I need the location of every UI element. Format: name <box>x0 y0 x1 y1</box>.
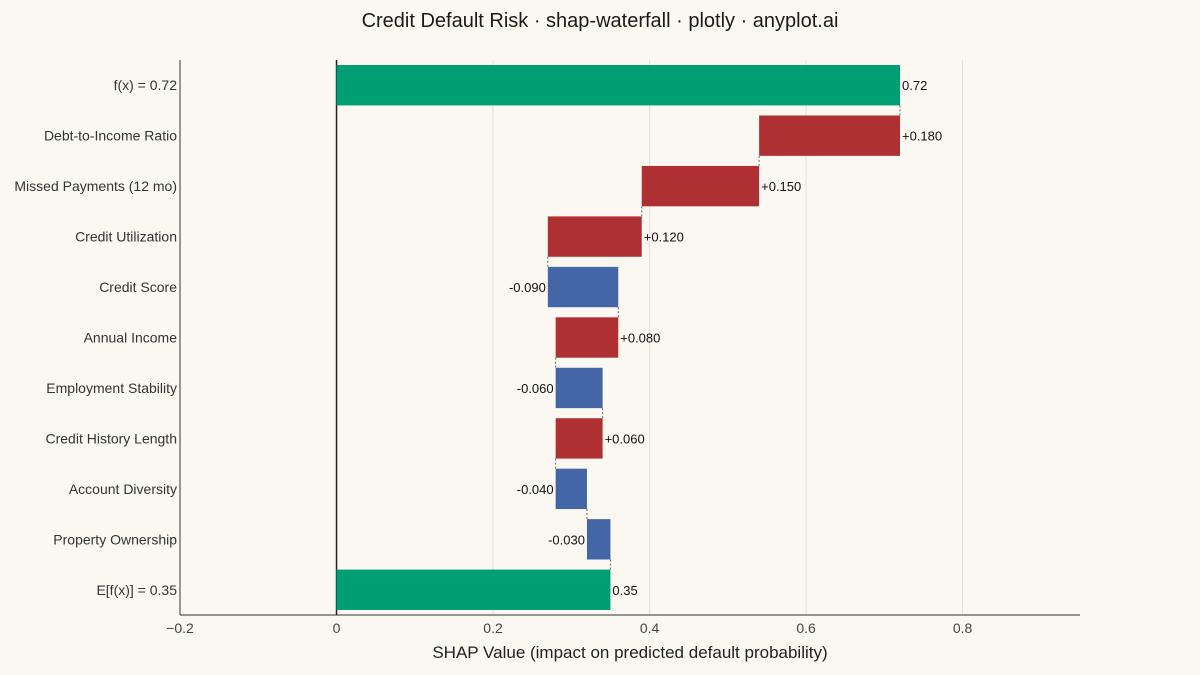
category-label: f(x) = 0.72 <box>114 77 178 93</box>
data-label: +0.180 <box>902 129 942 144</box>
data-label: +0.080 <box>620 331 660 346</box>
category-label: Missed Payments (12 mo) <box>14 178 177 194</box>
waterfall-bar <box>759 115 900 156</box>
category-label: Property Ownership <box>53 531 177 547</box>
data-label: -0.040 <box>517 482 554 497</box>
category-label: Credit Score <box>99 279 177 295</box>
data-label: 0.72 <box>902 78 927 93</box>
data-label: 0.35 <box>612 583 637 598</box>
waterfall-bar <box>586 519 611 560</box>
x-tick-label: 0.8 <box>953 620 973 636</box>
x-axis-title: SHAP Value (impact on predicted default … <box>432 643 827 662</box>
waterfall-bar <box>555 468 587 510</box>
data-label: +0.120 <box>644 230 684 245</box>
waterfall-bar <box>336 569 611 610</box>
waterfall-bar <box>555 367 603 409</box>
waterfall-bar <box>336 65 900 106</box>
x-tick-label: −0.2 <box>166 620 194 636</box>
data-label: +0.150 <box>761 179 801 194</box>
chart-title: Credit Default Risk · shap-waterfall · p… <box>361 10 839 32</box>
data-label: -0.060 <box>517 381 554 396</box>
data-label: -0.090 <box>509 280 546 295</box>
data-label: -0.030 <box>548 532 585 547</box>
category-label: Credit Utilization <box>75 229 177 245</box>
x-tick-label: 0.6 <box>796 620 816 636</box>
waterfall-bar <box>555 317 619 358</box>
waterfall-bar <box>547 216 642 257</box>
category-label: Account Diversity <box>69 481 177 497</box>
category-label: Annual Income <box>84 330 178 346</box>
waterfall-bar <box>555 418 603 459</box>
x-tick-label: 0.4 <box>640 620 660 636</box>
waterfall-bar <box>547 266 619 308</box>
waterfall-bar <box>641 165 760 207</box>
x-tick-label: 0 <box>333 620 341 636</box>
category-label: Credit History Length <box>45 430 177 446</box>
data-label: +0.060 <box>605 431 645 446</box>
x-tick-label: 0.2 <box>483 620 503 636</box>
category-label: Employment Stability <box>46 380 177 396</box>
category-label: Debt-to-Income Ratio <box>44 128 177 144</box>
category-label: E[f(x)] = 0.35 <box>96 582 177 598</box>
